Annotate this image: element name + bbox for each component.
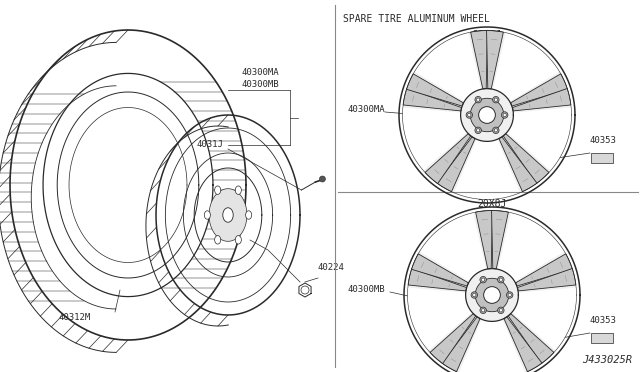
Circle shape bbox=[473, 294, 476, 296]
Circle shape bbox=[502, 112, 508, 118]
Circle shape bbox=[506, 292, 513, 298]
Ellipse shape bbox=[214, 186, 221, 195]
Text: SPARE TIRE ALUMINUM WHEEL: SPARE TIRE ALUMINUM WHEEL bbox=[343, 14, 490, 24]
Polygon shape bbox=[442, 317, 480, 372]
Circle shape bbox=[493, 127, 499, 134]
Text: 40353: 40353 bbox=[590, 136, 617, 145]
Polygon shape bbox=[486, 31, 504, 89]
Polygon shape bbox=[408, 288, 472, 350]
Polygon shape bbox=[498, 213, 564, 282]
Circle shape bbox=[466, 112, 472, 118]
Bar bbox=[591, 153, 613, 163]
Ellipse shape bbox=[246, 211, 252, 219]
Circle shape bbox=[498, 276, 504, 283]
Ellipse shape bbox=[236, 186, 241, 195]
Circle shape bbox=[477, 129, 480, 132]
Ellipse shape bbox=[236, 235, 241, 244]
Polygon shape bbox=[513, 89, 571, 111]
Polygon shape bbox=[499, 137, 537, 192]
Ellipse shape bbox=[209, 189, 247, 241]
Polygon shape bbox=[437, 137, 475, 192]
Text: 40300MA: 40300MA bbox=[348, 105, 386, 114]
Circle shape bbox=[493, 96, 499, 103]
Circle shape bbox=[475, 127, 481, 134]
Polygon shape bbox=[504, 317, 542, 372]
Circle shape bbox=[503, 113, 506, 116]
Text: 40300MA: 40300MA bbox=[241, 68, 279, 77]
Text: 40312M: 40312M bbox=[59, 313, 91, 322]
Circle shape bbox=[508, 294, 511, 296]
Circle shape bbox=[319, 176, 325, 182]
Polygon shape bbox=[412, 254, 468, 286]
Text: 40353: 40353 bbox=[590, 316, 617, 325]
Polygon shape bbox=[470, 31, 488, 89]
Polygon shape bbox=[511, 74, 568, 106]
Polygon shape bbox=[419, 213, 486, 282]
Circle shape bbox=[476, 278, 509, 312]
Polygon shape bbox=[508, 314, 554, 363]
Circle shape bbox=[499, 309, 502, 312]
Text: 4031J: 4031J bbox=[196, 140, 223, 149]
Circle shape bbox=[481, 278, 484, 281]
Polygon shape bbox=[454, 139, 520, 199]
Polygon shape bbox=[406, 74, 463, 106]
Text: 40224: 40224 bbox=[318, 263, 345, 272]
Circle shape bbox=[403, 31, 572, 199]
Circle shape bbox=[479, 107, 495, 124]
Ellipse shape bbox=[223, 208, 233, 222]
Circle shape bbox=[494, 98, 497, 101]
Polygon shape bbox=[493, 33, 559, 102]
Circle shape bbox=[471, 292, 477, 298]
Polygon shape bbox=[459, 319, 525, 372]
Polygon shape bbox=[512, 288, 577, 350]
Circle shape bbox=[484, 287, 500, 303]
Circle shape bbox=[499, 278, 502, 281]
Circle shape bbox=[408, 211, 577, 372]
Polygon shape bbox=[408, 269, 467, 291]
Polygon shape bbox=[503, 134, 549, 184]
Polygon shape bbox=[476, 211, 492, 269]
Circle shape bbox=[498, 307, 504, 314]
Circle shape bbox=[301, 286, 309, 294]
Text: J433025R: J433025R bbox=[582, 355, 632, 365]
Circle shape bbox=[475, 96, 481, 103]
Polygon shape bbox=[403, 89, 461, 111]
Polygon shape bbox=[430, 314, 476, 363]
Text: 40300MB: 40300MB bbox=[241, 80, 279, 89]
Circle shape bbox=[477, 98, 480, 101]
Polygon shape bbox=[415, 33, 481, 102]
Circle shape bbox=[480, 276, 486, 283]
Ellipse shape bbox=[214, 235, 221, 244]
Circle shape bbox=[480, 307, 486, 314]
Polygon shape bbox=[425, 134, 471, 184]
Circle shape bbox=[494, 129, 497, 132]
Text: 22X8J: 22X8J bbox=[472, 30, 502, 40]
Text: 20X8J: 20X8J bbox=[477, 199, 507, 209]
Polygon shape bbox=[517, 269, 576, 291]
Polygon shape bbox=[492, 211, 508, 269]
Circle shape bbox=[470, 98, 504, 132]
Bar bbox=[591, 333, 613, 343]
Polygon shape bbox=[515, 254, 572, 286]
Polygon shape bbox=[507, 108, 572, 170]
Ellipse shape bbox=[204, 211, 211, 219]
Polygon shape bbox=[403, 108, 467, 170]
Text: 40300MB: 40300MB bbox=[348, 285, 386, 294]
Circle shape bbox=[468, 113, 471, 116]
Circle shape bbox=[481, 309, 484, 312]
